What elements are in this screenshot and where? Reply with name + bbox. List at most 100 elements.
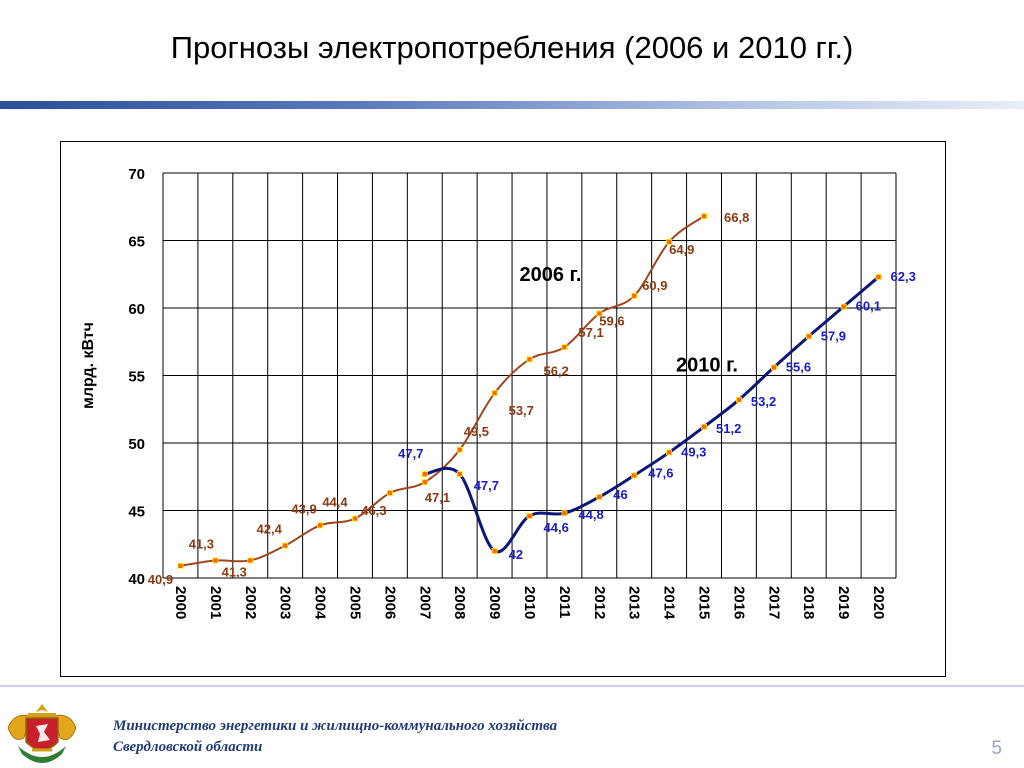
x-tick-label: 2009 — [486, 586, 503, 619]
y-tick-label: 45 — [128, 504, 145, 521]
slide-title: Прогнозы электропотребления (2006 и 2010… — [170, 30, 854, 65]
coat-of-arms-icon — [7, 704, 77, 763]
chart-frame: 40 45 50 55 60 65 70 2000 2001 2002 2003 2004 2005 20… — [60, 141, 946, 677]
series-2006-marker — [701, 213, 707, 220]
series-2006-data-label: 40,9 — [148, 572, 173, 587]
series-2010-marker — [805, 333, 812, 340]
ministry-name-line2: Свердловской области — [113, 739, 263, 755]
x-tick-label: 2004 — [312, 586, 329, 620]
series-2006-data-label: 49,5 — [464, 424, 489, 439]
series-2010-data-label: 44,6 — [544, 520, 569, 535]
series-2006-data-label: 66,8 — [724, 210, 749, 225]
series-2006-data-label: 47,1 — [425, 490, 450, 505]
ministry-name-line1: Министерство энергетики и жилищно-коммун… — [113, 718, 558, 734]
x-tick-label: 2017 — [765, 586, 782, 619]
series-2006-marker — [526, 356, 533, 363]
series-2006-data-label: 60,9 — [642, 278, 667, 293]
x-tick-label: 2012 — [591, 586, 608, 619]
x-tick-label: 2000 — [172, 586, 189, 619]
series-2006-data-label: 41,3 — [189, 536, 214, 551]
series-2010-data-label: 57,9 — [821, 328, 846, 343]
y-tick-label: 70 — [128, 166, 145, 183]
series-2006-marker — [456, 446, 463, 453]
series-2006-data-label: 57,1 — [578, 325, 603, 340]
y-tick-label: 60 — [128, 301, 145, 318]
y-tick-label: 65 — [128, 234, 145, 251]
x-tick-label: 2013 — [626, 586, 643, 619]
x-tick-label: 2016 — [730, 586, 747, 619]
series-2010-marker — [456, 471, 463, 477]
x-tick-label: 2001 — [207, 586, 224, 619]
series-2010-data-label: 60,1 — [856, 299, 881, 314]
series-2010-marker — [736, 396, 742, 403]
footer-divider — [0, 685, 1024, 687]
x-tick-label: 2020 — [870, 586, 887, 619]
series-2006-data-label: 64,9 — [669, 242, 694, 257]
series-2010-marker — [770, 364, 777, 371]
x-tick-label: 2008 — [451, 586, 468, 619]
series-2010-data-label: 47,7 — [398, 446, 423, 461]
line-chart: 40 45 50 55 60 65 70 2000 2001 2002 2003 2004 2005 20… — [80, 166, 916, 620]
series-2010-data-label: 53,2 — [751, 394, 776, 409]
series-2010-marker — [875, 274, 882, 280]
series-2006-marker — [317, 522, 323, 529]
series-2010-marker — [491, 548, 498, 554]
series-2006-marker — [421, 479, 428, 486]
page-number: 5 — [991, 738, 1002, 759]
series-2006-marker — [666, 238, 673, 245]
x-tick-label: 2002 — [242, 586, 259, 619]
series-2010-marker — [631, 472, 638, 479]
series-2010-marker — [840, 303, 847, 310]
series-2010-data-label: 62,3 — [891, 269, 916, 284]
series-2006-marker — [491, 390, 498, 396]
series-2006-marker — [212, 557, 219, 564]
series-2006-data-label: 44,4 — [322, 495, 348, 510]
series-2006-data-label: 46,3 — [361, 503, 386, 518]
series-2006-data-label: 53,7 — [509, 403, 534, 418]
series-2010-name-label: 2010 г. — [676, 354, 738, 376]
series-2010-marker — [701, 423, 707, 430]
y-tick-label: 55 — [128, 369, 145, 386]
x-tick-label: 2018 — [800, 586, 817, 619]
series-2006-marker — [282, 542, 289, 549]
series-2010-data-label: 47,6 — [648, 465, 673, 480]
series-2010-data-label: 44,8 — [578, 507, 603, 522]
x-tick-label: 2015 — [696, 586, 713, 619]
series-2006-marker — [352, 515, 358, 522]
title-divider — [0, 101, 1024, 109]
series-2010-marker — [561, 510, 568, 517]
x-tick-label: 2019 — [835, 586, 852, 619]
series-2010-data-label: 55,6 — [786, 359, 811, 374]
series-2006-marker — [561, 344, 568, 351]
x-tick-label: 2005 — [346, 586, 363, 619]
series-2010-marker — [596, 494, 603, 500]
series-2006-data-label: 41,3 — [222, 564, 247, 579]
series-2006-marker — [596, 310, 603, 317]
series-2010-data-label: 51,2 — [716, 421, 741, 436]
ministry-footer: Министерство энергетики и жилищно-коммун… — [113, 716, 557, 758]
series-2010-data-label: 49,3 — [681, 444, 706, 459]
series-2006-line — [180, 215, 705, 567]
series-2006-data-label: 59,6 — [599, 313, 624, 328]
series-2010-marker — [421, 471, 428, 477]
series-2006-data-label: 42,4 — [257, 522, 283, 537]
series-2006-marker — [631, 292, 638, 299]
series-2006-marker — [177, 562, 184, 569]
series-2010-data-label: 42 — [509, 547, 523, 562]
series-2006-data-label: 43,9 — [291, 501, 316, 516]
y-axis-label: млрд. кВтч — [80, 322, 97, 409]
series-2010-data-label: 47,7 — [474, 478, 499, 493]
y-tick-label: 40 — [128, 571, 145, 588]
x-tick-label: 2003 — [277, 586, 294, 619]
series-2010-data-label: 46 — [613, 487, 627, 502]
y-tick-label: 50 — [128, 436, 145, 453]
series-2006-marker — [386, 490, 393, 496]
series-2006-marker — [247, 557, 254, 564]
x-tick-label: 2007 — [416, 586, 433, 619]
series-2010-marker — [666, 449, 673, 456]
x-tick-label: 2014 — [661, 586, 678, 620]
series-2010-marker — [526, 512, 533, 519]
series-2006-data-label: 56,2 — [544, 363, 569, 378]
series-2006-name-label: 2006 г. — [520, 264, 582, 286]
x-tick-label: 2011 — [556, 586, 573, 619]
